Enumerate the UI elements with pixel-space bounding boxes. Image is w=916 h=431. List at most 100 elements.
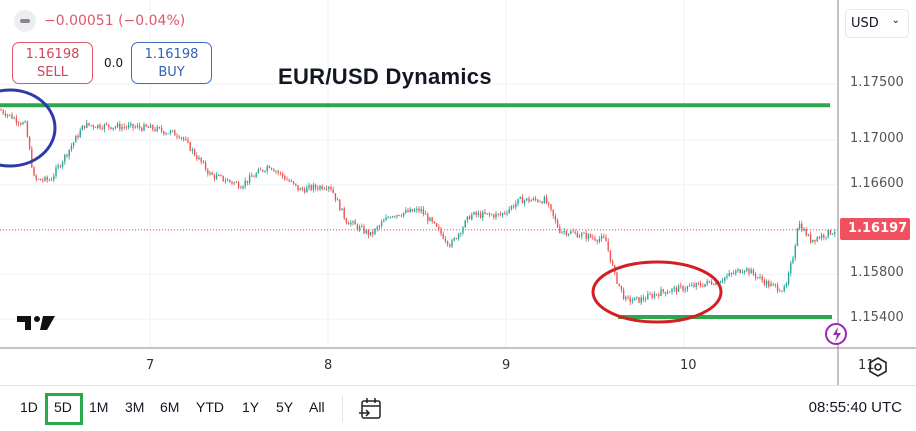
candle [48,180,51,181]
candle [350,222,352,225]
range-1y[interactable]: 1Y [242,399,260,415]
settings-icon[interactable] [868,356,888,378]
candle [776,285,779,291]
candle [9,114,11,116]
candle [198,157,200,160]
candle [270,167,273,170]
candle [651,294,653,298]
candle [805,228,807,236]
range-5d[interactable]: 5D [54,399,72,415]
candle [708,280,711,283]
candle [792,258,794,264]
candle [440,228,442,234]
candle [6,114,9,116]
candle [598,238,601,242]
range-1d[interactable]: 1D [20,399,38,415]
candle [237,182,240,188]
candle [376,227,378,229]
candle [328,186,330,189]
candle [666,292,669,294]
candle [103,124,106,130]
candle [367,230,370,236]
range-1m[interactable]: 1M [89,399,109,415]
candle [134,126,136,128]
candle [101,128,103,130]
candle [37,178,40,180]
candle [420,209,422,212]
sell-label: SELL [37,65,68,80]
candle [633,297,636,301]
candle [20,123,22,125]
candle [240,187,242,189]
currency-select[interactable]: USD ⌄ [845,9,909,38]
candle [677,285,680,292]
candle [537,199,539,202]
candle [114,126,117,128]
candle [273,169,275,172]
candle [110,127,112,130]
candle [442,233,444,239]
candle [26,121,29,138]
candle [488,213,491,215]
range-ytd[interactable]: YTD [196,399,224,415]
candle [231,181,233,184]
candle [334,193,337,200]
candle [147,126,150,128]
candle [266,166,268,171]
candle [86,122,88,128]
buy-button[interactable]: 1.16198 BUY [131,42,212,84]
candle [647,294,649,300]
date-range-icon[interactable] [358,396,384,422]
candle [4,113,7,116]
candle [741,272,744,273]
candle [171,130,174,132]
range-6m[interactable]: 6M [160,399,180,415]
clock[interactable]: 08:55:40 UTC [808,399,902,416]
candle [704,283,706,287]
candle [794,245,796,259]
candle [473,212,475,215]
candle [127,125,130,128]
collapse-icon[interactable] [14,10,36,32]
candle [746,268,748,271]
candle [81,125,84,131]
candle [779,290,781,292]
candle [61,161,64,167]
candle [185,139,187,141]
sell-button[interactable]: 1.16198 SELL [12,42,93,84]
candle [484,212,486,214]
candle [622,289,625,300]
candle [684,289,686,291]
candle [807,234,810,236]
candle [28,137,31,150]
candle [757,277,759,278]
candle [812,239,814,243]
candle [596,240,598,242]
candle [182,137,185,140]
candle [323,188,326,190]
candle [187,139,189,143]
candle [686,286,689,290]
candle [215,175,218,179]
candle [823,234,825,238]
candle [539,201,541,203]
candle [374,228,376,235]
tradingview-logo [17,316,55,330]
candle [770,283,772,287]
candle [44,176,46,181]
candle [288,179,290,182]
candle [116,123,119,127]
range-3m[interactable]: 3M [125,399,145,415]
candle [303,189,306,193]
candle [306,187,308,193]
candle [526,198,528,201]
candle [88,122,90,126]
candle [550,204,552,210]
range-all[interactable]: All [309,399,325,415]
range-5y[interactable]: 5Y [276,399,294,415]
candle [653,294,656,298]
candle [222,175,224,181]
candle [662,289,664,292]
candle [508,209,510,213]
